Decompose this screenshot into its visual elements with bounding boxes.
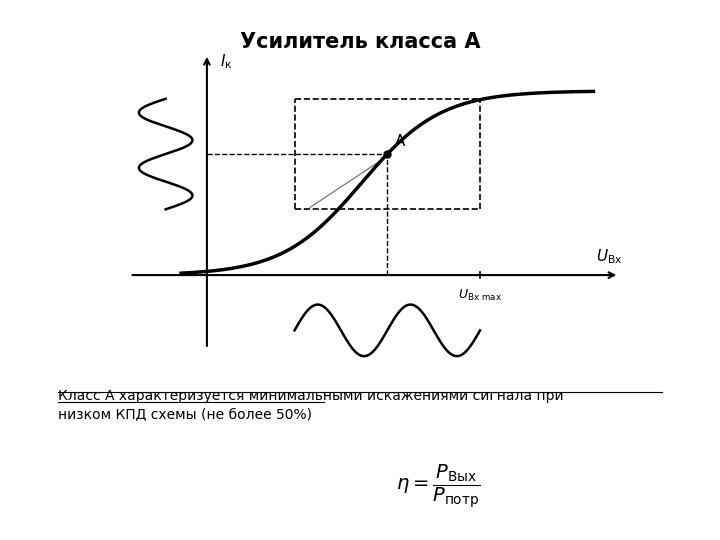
Text: Усилитель класса A: Усилитель класса A	[240, 32, 480, 52]
Text: $U_{\rm Вх\ max}$: $U_{\rm Вх\ max}$	[458, 288, 502, 303]
Text: $\eta = \dfrac{P_{\rm Вых}}{P_{\rm потр}}$: $\eta = \dfrac{P_{\rm Вых}}{P_{\rm потр}…	[396, 462, 480, 510]
Text: Класс А характеризуется минимальными искажениями сигнала при
низком КПД схемы (н: Класс А характеризуется минимальными иск…	[58, 389, 563, 422]
Text: $I_{\rm к}$: $I_{\rm к}$	[220, 52, 233, 71]
Text: $U_{\rm Вх}$: $U_{\rm Вх}$	[595, 247, 622, 266]
Text: A: A	[395, 133, 405, 148]
